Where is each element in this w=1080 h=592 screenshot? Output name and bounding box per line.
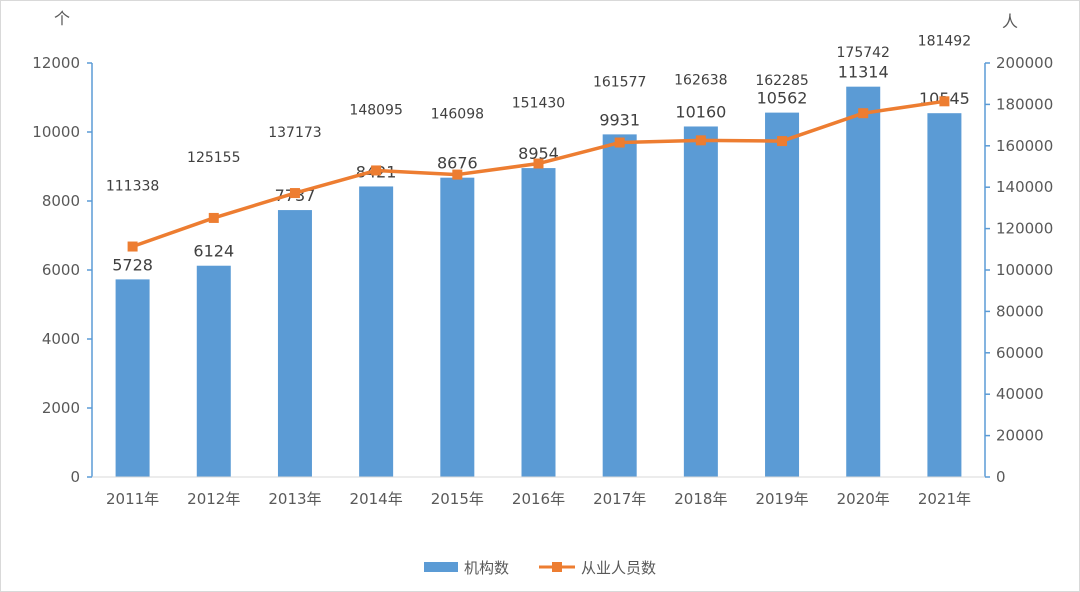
left-tick-label: 0 — [70, 468, 80, 486]
line-marker — [127, 241, 138, 252]
line-value-label: 181492 — [918, 33, 971, 49]
line-marker — [452, 169, 463, 180]
line-marker — [858, 108, 869, 119]
line-value-label: 111338 — [106, 179, 159, 195]
x-tick-label: 2019年 — [755, 490, 808, 508]
left-tick-label: 8000 — [42, 192, 80, 210]
x-tick-label: 2014年 — [350, 490, 403, 508]
bar — [277, 210, 312, 478]
legend-line-marker — [552, 562, 562, 572]
line-value-label: 175742 — [837, 45, 890, 61]
x-tick-label: 2020年 — [837, 490, 890, 508]
x-tick-label: 2018年 — [674, 490, 727, 508]
line-value-label: 137173 — [268, 125, 321, 141]
x-tick-label: 2012年 — [187, 490, 240, 508]
line-marker — [208, 212, 219, 223]
line-value-label: 162285 — [755, 73, 808, 89]
right-tick-label: 100000 — [996, 261, 1053, 279]
legend-label-bars: 机构数 — [464, 559, 509, 577]
right-y-axis: 0 20000 40000 60000 80000 100000 120000 140000 1… — [984, 54, 1053, 486]
bar-series: 5728612477378421867689549931101601056211… — [112, 63, 970, 478]
line-value-label: 161577 — [593, 75, 646, 91]
right-tick-label: 200000 — [996, 54, 1053, 72]
line-marker — [533, 158, 544, 169]
left-tick-label: 2000 — [42, 399, 80, 417]
bar-value-label: 5728 — [112, 255, 153, 274]
bar — [683, 126, 718, 477]
x-tick-label: 2011年 — [106, 490, 159, 508]
right-tick-label: 0 — [996, 468, 1006, 486]
right-tick-label: 60000 — [996, 344, 1044, 362]
bar-value-label: 10160 — [675, 102, 726, 121]
x-tick-label: 2013年 — [268, 490, 321, 508]
right-tick-label: 80000 — [996, 302, 1044, 320]
right-tick-label: 40000 — [996, 385, 1044, 403]
bar — [602, 134, 637, 477]
left-tick-label: 6000 — [42, 261, 80, 279]
line-value-label: 162638 — [674, 72, 727, 88]
bar-value-label: 11314 — [838, 63, 889, 82]
left-tick-label: 12000 — [32, 54, 80, 72]
right-tick-label: 20000 — [996, 427, 1044, 445]
line-marker — [939, 96, 950, 107]
x-tick-label: 2017年 — [593, 490, 646, 508]
line-value-label: 148095 — [349, 102, 402, 118]
right-axis-unit: 人 — [1002, 12, 1018, 31]
bar — [359, 186, 394, 477]
bar-value-label: 6124 — [193, 242, 234, 261]
line-value-label: 146098 — [431, 107, 484, 123]
left-axis-unit: 个 — [54, 9, 70, 28]
bar — [521, 168, 556, 477]
bar — [115, 279, 150, 477]
bar-value-label: 10562 — [757, 89, 808, 108]
line-value-label: 125155 — [187, 150, 240, 166]
left-tick-label: 10000 — [32, 123, 80, 141]
line-marker — [695, 135, 706, 146]
legend: 机构数 从业人员数 — [424, 559, 656, 577]
bar — [196, 265, 231, 477]
legend-item-bars[interactable]: 机构数 — [424, 559, 509, 577]
bar-value-label: 8676 — [437, 154, 478, 173]
line-marker — [614, 137, 625, 148]
line-marker — [289, 188, 300, 199]
x-tick-label: 2021年 — [918, 490, 971, 508]
line-value-label: 151430 — [512, 96, 565, 112]
bar-value-label: 9931 — [599, 110, 640, 129]
left-y-axis: 0 2000 4000 6000 8000 10000 12000 — [32, 54, 93, 486]
bar — [927, 113, 962, 477]
x-axis: 2011年 2012年 2013年 2014年 2015年 2016年 2017年 2018年… — [92, 476, 985, 508]
bar-value-label: 8954 — [518, 144, 559, 163]
line-marker — [777, 136, 788, 147]
right-tick-label: 140000 — [996, 178, 1053, 196]
legend-label-line: 从业人员数 — [581, 559, 656, 577]
line-marker — [371, 165, 382, 176]
legend-item-line[interactable]: 从业人员数 — [539, 559, 656, 577]
bar — [765, 112, 800, 478]
x-tick-label: 2015年 — [431, 490, 484, 508]
x-tick-label: 2016年 — [512, 490, 565, 508]
line-series: 111338 125155 137173 148095 146098 151430 1615… — [106, 33, 971, 252]
bar — [440, 177, 475, 478]
bar — [846, 86, 881, 478]
right-tick-label: 160000 — [996, 137, 1053, 155]
legend-bar-swatch — [424, 562, 458, 572]
right-tick-label: 120000 — [996, 220, 1053, 238]
right-tick-label: 180000 — [996, 95, 1053, 113]
left-tick-label: 4000 — [42, 330, 80, 348]
